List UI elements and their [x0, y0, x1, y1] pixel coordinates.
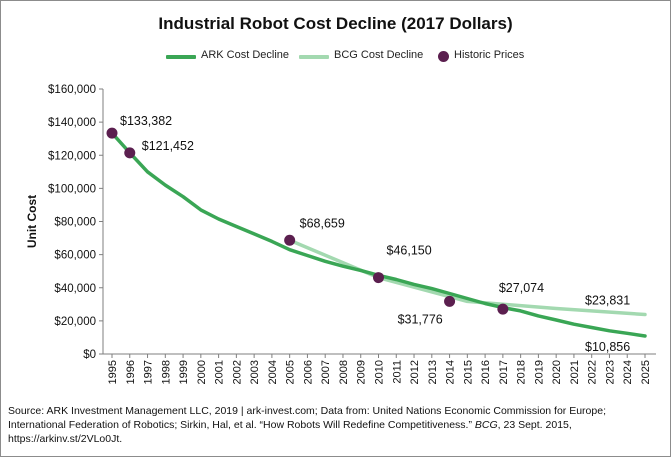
data-label: $46,150 [387, 244, 432, 258]
source-note-line-2-b: BCG [474, 419, 498, 431]
data-label: $10,856 [585, 340, 630, 354]
x-tick-label: 2006 [302, 360, 314, 384]
series-line-bcg [287, 238, 647, 317]
x-tick-label: 2019 [533, 360, 545, 384]
plot-area: $0 $20,000 $40,000 $60,000 $80,000 $100,000 $1… [25, 84, 656, 384]
data-label: $23,831 [585, 294, 630, 308]
x-tick-label: 1996 [125, 360, 137, 384]
legend-label-bcg: BCG Cost Decline [334, 49, 424, 61]
source-note-line-2: International Federation of Robotics; Si… [8, 418, 663, 432]
y-tick-label: $140,000 [48, 117, 96, 129]
chart-title: Industrial Robot Cost Decline (2017 Doll… [158, 14, 513, 33]
data-point-historic [497, 303, 509, 315]
legend-swatch-ark [166, 55, 196, 59]
data-point-historic [124, 147, 136, 159]
x-tick-label: 2001 [214, 360, 226, 384]
x-tick-label: 2013 [427, 360, 439, 384]
data-point-historic [284, 234, 296, 246]
data-label: $133,382 [120, 114, 172, 128]
y-axis-title: Unit Cost [25, 195, 39, 248]
legend-label-historic: Historic Prices [454, 49, 525, 61]
data-label: $31,776 [398, 312, 443, 326]
data-point-historic [106, 127, 118, 139]
x-tick-label: 2000 [196, 360, 208, 384]
y-tick-label: $160,000 [48, 84, 96, 96]
source-note-line-1: Source: ARK Investment Management LLC, 2… [8, 405, 606, 417]
x-tick-label: 2024 [622, 360, 634, 384]
x-tick-label: 2010 [374, 360, 386, 384]
y-tick-label: $80,000 [54, 217, 96, 229]
data-point-historic [444, 295, 456, 307]
x-tick-label: 2011 [391, 360, 403, 384]
x-tick-label: 1997 [143, 360, 155, 384]
source-note-line-2-a: International Federation of Robotics; Si… [8, 419, 472, 431]
y-tick-label: $0 [83, 349, 96, 361]
y-tick-label: $20,000 [54, 316, 96, 328]
x-tick-label: 2018 [516, 360, 528, 384]
x-tick-label: 2014 [445, 360, 457, 384]
x-tick-label: 2005 [285, 360, 297, 384]
y-tick-label: $120,000 [48, 150, 96, 162]
x-tick-label: 2017 [498, 360, 510, 384]
x-tick-label: 2012 [409, 360, 421, 384]
legend: ARK Cost Decline BCG Cost Decline Histor… [0, 48, 671, 66]
x-tick-label: 2023 [604, 360, 616, 384]
x-tick-label: 2016 [480, 360, 492, 384]
x-tick-label: 2003 [249, 360, 261, 384]
data-label: $68,659 [300, 216, 345, 230]
x-tick-label: 2004 [267, 360, 279, 384]
source-note-line-2-c: , 23 Sept. 2015, [497, 419, 572, 431]
x-tick-label: 2022 [587, 360, 599, 384]
x-tick-label: 2020 [551, 360, 563, 384]
x-tick-label: 1999 [178, 360, 190, 384]
legend-swatch-bcg [299, 55, 329, 59]
x-tick-label: 2009 [356, 360, 368, 384]
x-tick-label: 2025 [640, 360, 652, 384]
source-note: Source: ARK Investment Management LLC, 2… [8, 404, 663, 446]
series-line-ark [110, 131, 647, 338]
data-label: $27,074 [499, 281, 544, 295]
x-tick-label: 2007 [320, 360, 332, 384]
legend-label-ark: ARK Cost Decline [201, 49, 290, 61]
x-tick-label: 2008 [338, 360, 350, 384]
x-tick-label: 1998 [160, 360, 172, 384]
y-tick-label: $100,000 [48, 183, 96, 195]
legend-swatch-historic [438, 51, 449, 62]
data-point-historic [373, 272, 384, 284]
y-tick-label: $60,000 [54, 250, 96, 262]
x-tick-label: 2015 [462, 360, 474, 384]
data-label: $121,452 [142, 139, 194, 153]
x-tick-label: 2002 [231, 360, 243, 384]
y-tick-label: $40,000 [54, 283, 96, 295]
x-tick-label: 1995 [107, 360, 119, 384]
source-note-line-3: https://arkinv.st/2VLo0Jt. [8, 433, 123, 445]
x-tick-label: 2021 [569, 360, 581, 384]
